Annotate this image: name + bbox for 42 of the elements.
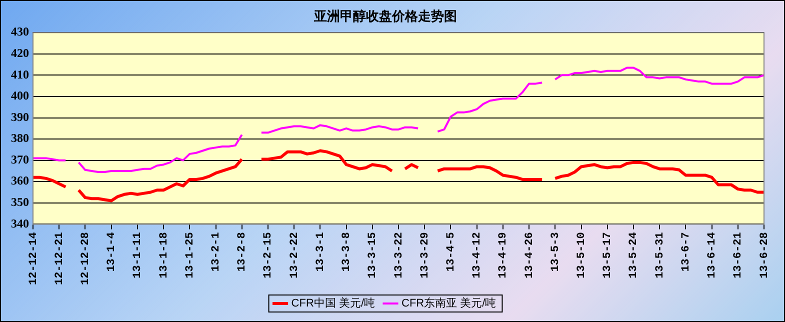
- x-tick-label: 13-4-26: [524, 232, 536, 278]
- x-tick-label: 13-2-22: [288, 232, 301, 278]
- x-tick-label: 13-4-5: [445, 232, 458, 272]
- y-tick-label: 370: [11, 152, 29, 166]
- x-tick-label: 13-2-15: [262, 232, 275, 278]
- y-tick-label: 420: [11, 46, 29, 60]
- y-tick-label: 360: [11, 174, 29, 188]
- y-tick-label: 380: [11, 131, 29, 146]
- x-tick-label: 12-12-21: [54, 232, 66, 286]
- y-tick-label: 340: [11, 216, 29, 230]
- legend-label: CFR东南亚 美元/吨: [402, 296, 496, 310]
- x-tick-label: 13-5-31: [654, 232, 666, 278]
- x-tick-label: 12-12-28: [80, 232, 92, 286]
- x-tick-label: 13-3-22: [393, 232, 406, 278]
- chart-title: 亚洲甲醇收盘价格走势图: [313, 8, 457, 24]
- y-tick-label: 390: [11, 110, 29, 124]
- x-tick-label: 13-3-1: [314, 232, 327, 272]
- x-tick-label: 13-3-29: [419, 232, 432, 278]
- x-tick-label: 13-1-18: [158, 232, 170, 278]
- x-tick-label: 13-1-25: [184, 232, 196, 278]
- x-tick-label: 13-3-15: [367, 232, 380, 278]
- x-tick-label: 13-5-17: [602, 232, 614, 278]
- x-tick-label: 13-6-21: [732, 232, 745, 278]
- x-tick-label: 13-5-24: [628, 232, 640, 278]
- legend-label: CFR中国 美元/吨: [291, 296, 376, 310]
- x-tick-label: 13-6-7: [680, 232, 692, 272]
- x-tick-label: 13-6-28: [758, 232, 771, 278]
- x-tick-label: 13-5-10: [576, 232, 588, 278]
- x-tick-label: 13-1-4: [106, 232, 118, 272]
- x-tick-label: 13-4-19: [498, 232, 510, 278]
- x-tick-label: 13-1-11: [132, 232, 144, 278]
- y-tick-label: 350: [11, 194, 29, 209]
- x-tick-label: 13-5-3: [550, 232, 562, 272]
- x-tick-label: 13-3-8: [341, 232, 354, 272]
- x-tick-label: 13-2-1: [210, 232, 223, 272]
- y-tick-label: 430: [11, 24, 29, 39]
- x-tick-label: 13-4-12: [472, 232, 484, 278]
- x-tick-label: 12-12-14: [28, 232, 40, 286]
- x-tick-label: 13-2-8: [236, 232, 249, 272]
- y-tick-label: 400: [11, 88, 29, 103]
- x-tick-label: 13-6-14: [706, 232, 719, 278]
- y-tick-label: 410: [11, 67, 29, 82]
